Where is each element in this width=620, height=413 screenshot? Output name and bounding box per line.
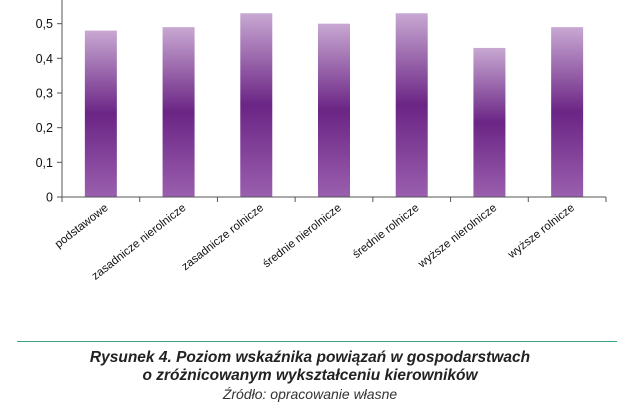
x-category-label: średnie rolnicze — [351, 202, 422, 261]
x-category-label: wyższe rolnicze — [505, 202, 577, 262]
x-category-label: zasadnicze rolnicze — [180, 202, 266, 273]
bar — [162, 27, 195, 198]
x-category-label: wyższe nierolnicze — [416, 202, 500, 271]
caption-source: Źródło: opracowanie własne — [222, 386, 398, 402]
bar — [240, 13, 273, 198]
bar — [473, 47, 506, 197]
bar — [551, 27, 584, 198]
bar-chart: 00,10,20,30,40,50,6 podstawowezasadnicze… — [36, 0, 607, 283]
bar — [395, 13, 428, 198]
x-category-label: średnie nierolnicze — [261, 202, 344, 270]
caption-title-line-2: o zróżnicowanym wykształceniu kierownikó… — [142, 367, 478, 384]
y-tick-label: 0,1 — [36, 156, 53, 170]
caption-title-line-1: Rysunek 4. Poziom wskaźnika powiązań w g… — [89, 349, 531, 366]
bars-group — [84, 13, 584, 198]
y-axis: 00,10,20,30,40,50,6 — [36, 0, 63, 205]
y-tick-label: 0,3 — [36, 87, 53, 101]
y-tick-label: 0,4 — [36, 52, 53, 66]
x-category-label: podstawowe — [53, 202, 111, 251]
y-tick-label: 0,2 — [36, 121, 53, 135]
y-tick-label: 0 — [46, 191, 53, 205]
bar — [318, 23, 350, 197]
y-tick-label: 0,5 — [36, 17, 53, 31]
figure-caption: Rysunek 4. Poziom wskaźnika powiązań w g… — [0, 349, 620, 403]
caption-divider — [17, 341, 617, 342]
bar — [84, 30, 117, 197]
